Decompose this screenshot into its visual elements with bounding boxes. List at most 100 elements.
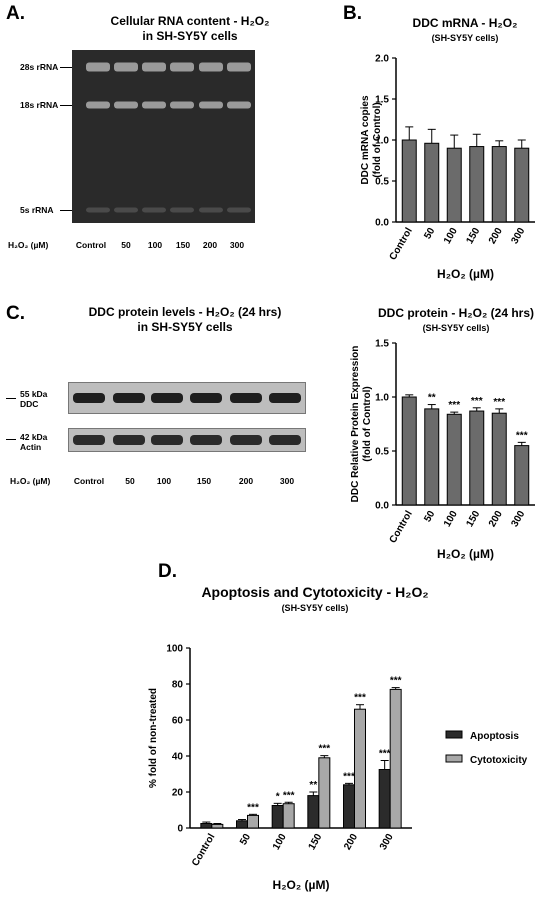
bar — [424, 408, 440, 506]
significance-label: *** — [471, 396, 483, 407]
actin-band — [190, 435, 222, 445]
significance-label: ** — [309, 780, 317, 791]
actin-band — [230, 435, 262, 445]
y-tick-label: 1.5 — [375, 95, 389, 106]
actin-band-label: Actin — [20, 442, 42, 452]
lane-label: 150 — [175, 240, 191, 250]
y-tick-label: 0.5 — [375, 447, 389, 458]
x-tick-label: 50 — [422, 226, 437, 242]
panel-a-subtitle: in SH-SY5Y cells — [142, 29, 238, 43]
x-tick-label: 300 — [509, 226, 527, 246]
significance-label: *** — [493, 397, 505, 408]
significance-label: *** — [247, 802, 259, 813]
legend-swatch — [445, 754, 463, 763]
panel-c-subtitle: in SH-SY5Y cells — [137, 320, 233, 334]
y-axis-label: % fold of non-treated — [148, 688, 159, 788]
gel-band — [142, 62, 166, 72]
panel-c-title: DDC protein levels - H₂O₂ (24 hrs) — [88, 305, 282, 319]
significance-label: *** — [318, 744, 330, 755]
panel-c-letter: C. — [6, 303, 25, 324]
x-tick-label: Control — [388, 226, 415, 262]
lane-label: Control — [73, 476, 105, 486]
ddc-kda-label: 55 kDa — [20, 389, 48, 399]
gel-band — [199, 101, 223, 109]
bar — [236, 820, 248, 829]
bar — [469, 146, 485, 223]
gel-band — [227, 101, 251, 109]
x-tick-label: 200 — [342, 832, 360, 852]
chart-title: DDC mRNA - H₂O₂ — [413, 16, 518, 30]
x-axis-label: H₂O₂ (µM) — [437, 267, 494, 281]
x-tick-label: 300 — [378, 832, 396, 852]
panel-a-title: Cellular RNA content - H₂O₂ — [110, 14, 270, 28]
gel-band — [199, 207, 223, 213]
ddc-band — [269, 393, 301, 403]
significance-label: *** — [343, 771, 355, 782]
band-tick — [6, 398, 16, 399]
bar — [211, 823, 224, 829]
y-tick-label: 1.0 — [375, 393, 389, 404]
significance-label: ** — [428, 393, 436, 404]
ddc-band — [151, 393, 183, 403]
y-tick-label: 0.0 — [375, 501, 389, 512]
y-axis-label: DDC Relative Protein Expression — [350, 346, 361, 503]
bar — [491, 412, 507, 506]
bar — [514, 445, 530, 506]
gel-band — [227, 62, 251, 72]
gel-band — [114, 62, 138, 72]
x-tick-label: 100 — [442, 226, 460, 246]
chart-subtitle: (SH-SY5Y cells) — [432, 33, 499, 43]
y-tick-label: 0.5 — [375, 177, 389, 188]
x-tick-label: 100 — [271, 832, 289, 852]
bar — [200, 823, 213, 829]
chart-title: Apoptosis and Cytotoxicity - H₂O₂ — [201, 584, 428, 600]
band-label-28s: 28s rRNA — [20, 62, 59, 72]
panel-b-letter: B. — [343, 3, 362, 24]
bar — [378, 769, 391, 829]
band-tick — [60, 210, 72, 211]
chart-subtitle: (SH-SY5Y cells) — [423, 323, 490, 333]
y-tick-label: 60 — [172, 716, 184, 727]
gel-band — [199, 62, 223, 72]
gel-band — [170, 62, 194, 72]
significance-label: *** — [354, 693, 366, 704]
actin-kda-label: 42 kDa — [20, 432, 48, 442]
bar — [389, 688, 402, 829]
gel-bands — [86, 62, 251, 213]
significance-label: *** — [379, 749, 391, 760]
lane-label: 100 — [147, 240, 163, 250]
significance-label: *** — [283, 790, 295, 801]
gel-band — [227, 207, 251, 213]
bar — [446, 147, 462, 223]
lane-label: 300 — [279, 476, 295, 486]
gel-band — [170, 101, 194, 109]
significance-label: *** — [516, 430, 528, 441]
ddc-band — [230, 393, 262, 403]
significance-label: *** — [448, 400, 460, 411]
lane-label: Control — [75, 240, 107, 250]
x-tick-label: 150 — [464, 226, 482, 246]
gel-band — [142, 101, 166, 109]
y-tick-label: 20 — [172, 788, 184, 799]
y-axis-label: (fold of Control) — [372, 102, 383, 178]
y-tick-label: 2.0 — [375, 54, 389, 65]
x-axis-label: H₂O₂ (µM) — [437, 547, 494, 561]
band-tick — [60, 105, 72, 106]
actin-band — [73, 435, 105, 445]
y-axis-label: DDC mRNA copies — [360, 95, 371, 185]
bar — [446, 413, 462, 506]
panel-a-letter: A. — [6, 3, 25, 24]
band-label-5s: 5s rRNA — [20, 205, 54, 215]
rna-gel-image — [72, 50, 255, 223]
ddc-band — [190, 393, 222, 403]
legend-label: Cytotoxicity — [470, 755, 528, 766]
ddc-mrna-chart: DDC mRNA - H₂O₂ (SH-SY5Y cells) 0.0 0.5 1.0 1… — [360, 16, 535, 281]
apoptosis-cytotoxicity-chart: Apoptosis and Cytotoxicity - H₂O₂ (SH-SY5… — [148, 584, 528, 892]
lane-label: 200 — [202, 240, 218, 250]
chart-subtitle: (SH-SY5Y cells) — [282, 603, 349, 613]
ddc-band — [113, 393, 145, 403]
bar — [282, 803, 295, 829]
x-tick-label: 50 — [422, 509, 437, 525]
lane-label: 150 — [196, 476, 212, 486]
gel-band — [114, 207, 138, 213]
